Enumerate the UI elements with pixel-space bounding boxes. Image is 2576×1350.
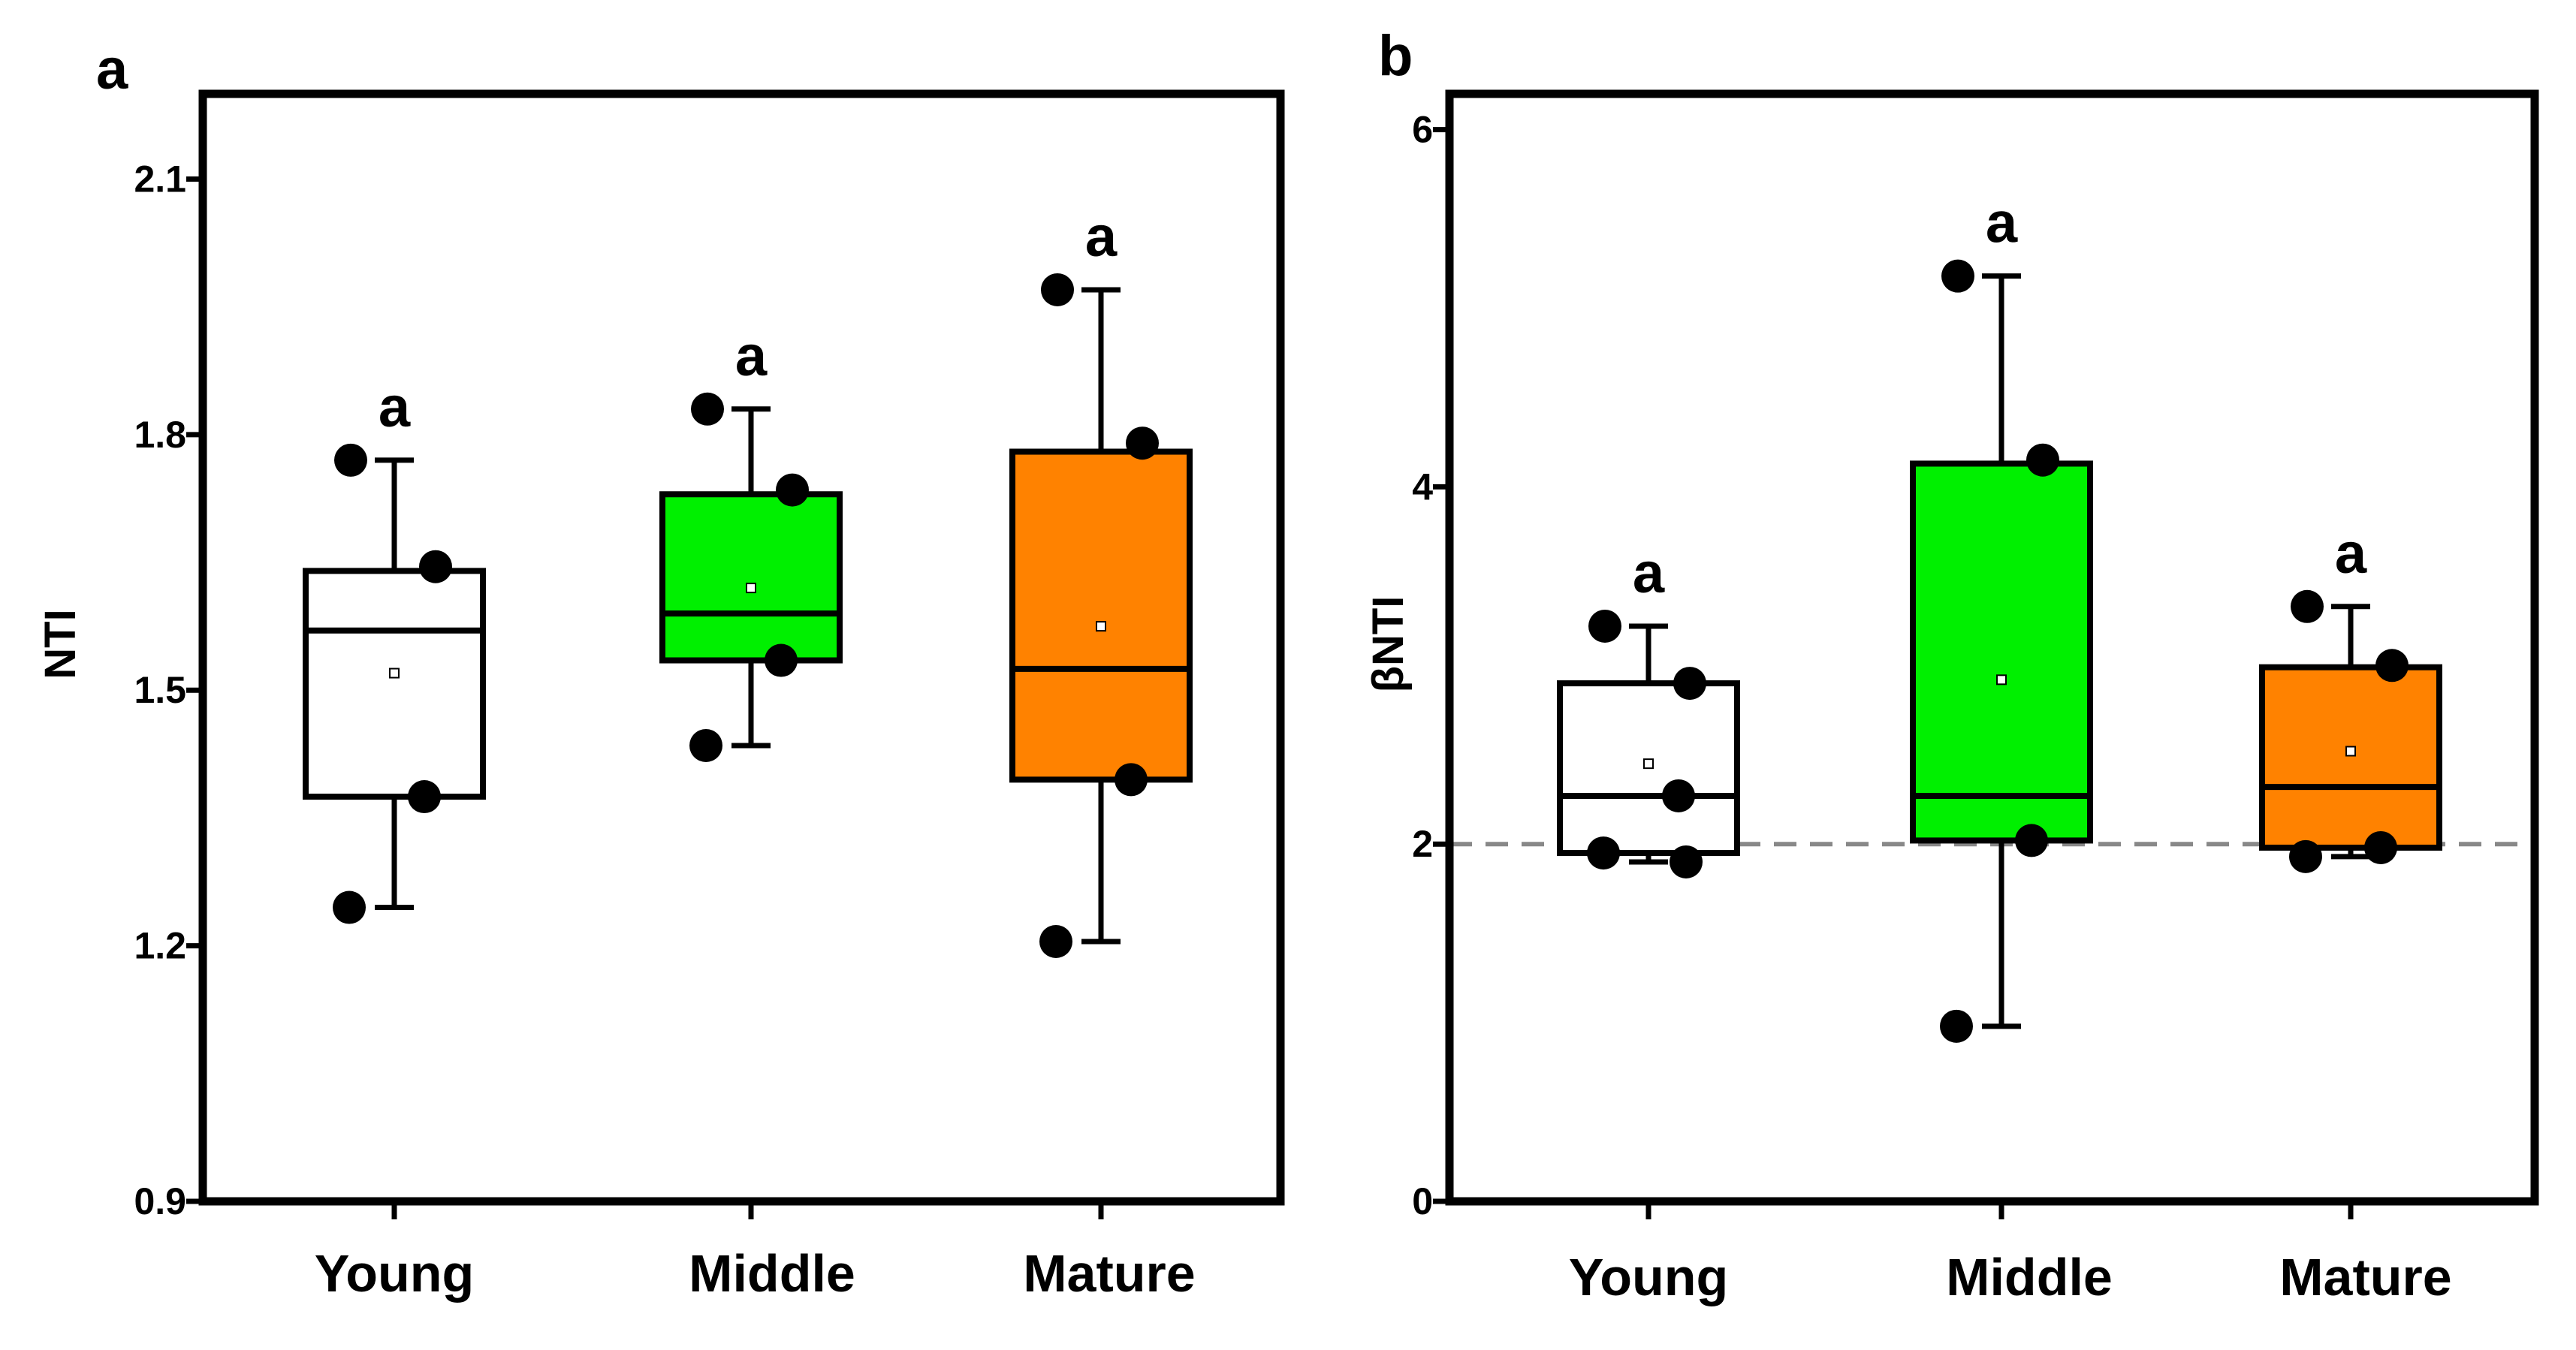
box-young bbox=[1557, 680, 1740, 857]
significance-letter: a bbox=[735, 324, 768, 388]
box-mature bbox=[1009, 448, 1193, 783]
data-point bbox=[333, 890, 366, 924]
data-point bbox=[2375, 649, 2409, 683]
panel-b: b βNTI 0 2 4 6 a a a Young Middle Mature bbox=[1364, 24, 2539, 1306]
data-point bbox=[1940, 1009, 1973, 1043]
y-tick-label: 0 bbox=[1412, 1180, 1433, 1222]
significance-letter: a bbox=[1633, 541, 1665, 605]
y-axis-label: NTI bbox=[36, 609, 85, 679]
mean-marker bbox=[1996, 674, 2007, 686]
x-tick-label: Young bbox=[1569, 1248, 1729, 1306]
data-point bbox=[1941, 259, 1974, 293]
data-point bbox=[2015, 824, 2048, 857]
x-tick-label: Mature bbox=[2279, 1248, 2451, 1306]
x-tick-label: Middle bbox=[1946, 1248, 2113, 1306]
data-point bbox=[334, 443, 367, 477]
x-tick-label: Mature bbox=[1023, 1244, 1195, 1303]
y-tick-label: 6 bbox=[1412, 109, 1433, 151]
plot-area: 0.9 1.2 1.5 1.8 2.1 a a a bbox=[134, 89, 1285, 1222]
data-point bbox=[2291, 589, 2324, 623]
data-point bbox=[691, 392, 724, 426]
mean-marker bbox=[1096, 621, 1106, 632]
box-middle bbox=[1910, 460, 2093, 844]
y-tick-label: 2.1 bbox=[134, 158, 186, 200]
data-point bbox=[689, 728, 722, 762]
y-tick-label: 1.2 bbox=[134, 925, 186, 967]
data-point bbox=[765, 643, 798, 677]
significance-letter: a bbox=[1085, 205, 1118, 269]
y-tick-label: 1.8 bbox=[134, 414, 186, 456]
data-point bbox=[1673, 667, 1706, 701]
data-point bbox=[1662, 779, 1695, 812]
mean-marker bbox=[2345, 746, 2356, 757]
data-point bbox=[419, 550, 452, 583]
data-point bbox=[1587, 836, 1620, 870]
box-middle bbox=[659, 491, 843, 664]
data-point bbox=[1115, 763, 1148, 797]
data-point bbox=[1588, 609, 1621, 643]
data-point bbox=[408, 780, 441, 814]
data-point bbox=[2026, 443, 2059, 477]
panel-label: b bbox=[1378, 24, 1413, 88]
data-point bbox=[1126, 426, 1159, 460]
plot-area: 0 2 4 6 a a a bbox=[1412, 89, 2539, 1222]
mean-marker bbox=[746, 583, 756, 594]
x-tick-label: Middle bbox=[689, 1244, 855, 1303]
box-mature bbox=[2259, 664, 2442, 851]
significance-letter: a bbox=[2335, 522, 2367, 586]
plot-frame bbox=[1445, 89, 2539, 1206]
y-axis-label: βNTI bbox=[1364, 596, 1413, 693]
mean-marker bbox=[389, 667, 400, 679]
data-point bbox=[2364, 830, 2397, 864]
significance-letter: a bbox=[379, 375, 411, 439]
data-point bbox=[1670, 845, 1703, 878]
data-point bbox=[776, 473, 809, 507]
y-tick-label: 0.9 bbox=[134, 1180, 186, 1222]
y-tick-label: 2 bbox=[1412, 823, 1433, 865]
y-tick-label: 4 bbox=[1412, 466, 1433, 508]
panel-a: a NTI 0.9 1.2 1.5 1.8 2.1 a a a Young Middle Ma… bbox=[36, 38, 1285, 1303]
y-tick-label: 1.5 bbox=[134, 669, 186, 711]
data-point bbox=[1039, 924, 1072, 958]
plot-frame bbox=[198, 89, 1285, 1206]
box-young bbox=[303, 568, 486, 800]
data-point bbox=[1041, 273, 1074, 306]
data-point bbox=[2289, 839, 2322, 873]
panel-label: a bbox=[96, 38, 128, 101]
significance-letter: a bbox=[1986, 191, 2018, 255]
x-tick-label: Young bbox=[315, 1244, 475, 1303]
mean-marker bbox=[1643, 758, 1654, 770]
